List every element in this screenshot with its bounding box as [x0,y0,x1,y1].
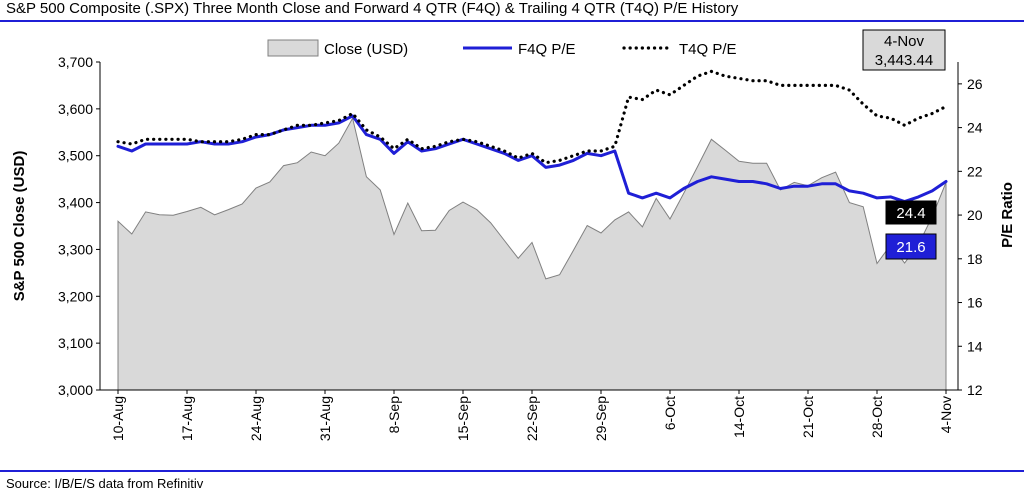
callout-box [862,29,946,71]
x-tick-label: 8-Sep [386,396,402,434]
t4q-value-box [885,200,937,225]
callout-date: 4-Nov [884,33,925,50]
right-tick-label: 20 [967,207,983,223]
x-tick-label: 15-Sep [455,396,471,441]
right-tick-label: 24 [967,120,983,136]
right-tick-label: 22 [967,163,983,179]
left-tick-label: 3,400 [58,195,93,211]
t4q-line [116,69,948,165]
x-tick-label: 29-Sep [593,396,609,441]
f4q-value-label: 21.6 [896,239,925,256]
right-axis-title: P/E Ratio [999,182,1016,248]
callout-value: 3,443.44 [875,52,933,69]
legend-f4q-label: F4Q P/E [518,41,576,58]
x-tick-label: 14-Oct [731,396,747,438]
left-tick-label: 3,000 [58,382,93,398]
t4q-value-label: 24.4 [896,205,925,222]
close-area [117,116,947,391]
right-tick-label: 14 [967,338,983,354]
x-tick-label: 10-Aug [110,396,126,441]
right-tick-label: 26 [967,76,983,92]
legend-close-label: Close (USD) [324,41,408,58]
x-tick-label: 21-Oct [800,396,816,438]
left-tick-label: 3,300 [58,241,93,257]
x-tick-label: 24-Aug [248,396,264,441]
top-rule [0,20,1024,22]
left-tick-label: 3,200 [58,288,93,304]
left-axis-title: S&P 500 Close (USD) [11,151,28,302]
left-tick-label: 3,600 [58,101,93,117]
left-tick-label: 3,100 [58,335,93,351]
x-tick-label: 17-Aug [179,396,195,441]
source-note: Source: I/B/E/S data from Refinitiv [6,476,204,491]
x-tick-label: 6-Oct [662,396,678,430]
x-tick-label: 22-Sep [524,396,540,441]
f4q-value-box [885,233,937,260]
left-tick-label: 3,500 [58,148,93,164]
x-tick-label: 31-Aug [317,396,333,441]
right-tick-label: 12 [967,382,983,398]
bottom-rule [0,470,1024,472]
legend-close-swatch [267,39,319,57]
right-tick-label: 18 [967,251,983,267]
right-tick-label: 16 [967,295,983,311]
x-tick-label: 4-Nov [938,396,954,433]
left-tick-label: 3,700 [58,54,93,70]
f4q-line [116,114,948,204]
x-tick-label: 28-Oct [869,396,885,438]
legend-t4q-label: T4Q P/E [679,41,737,58]
chart-title: S&P 500 Composite (.SPX) Three Month Clo… [6,0,739,17]
